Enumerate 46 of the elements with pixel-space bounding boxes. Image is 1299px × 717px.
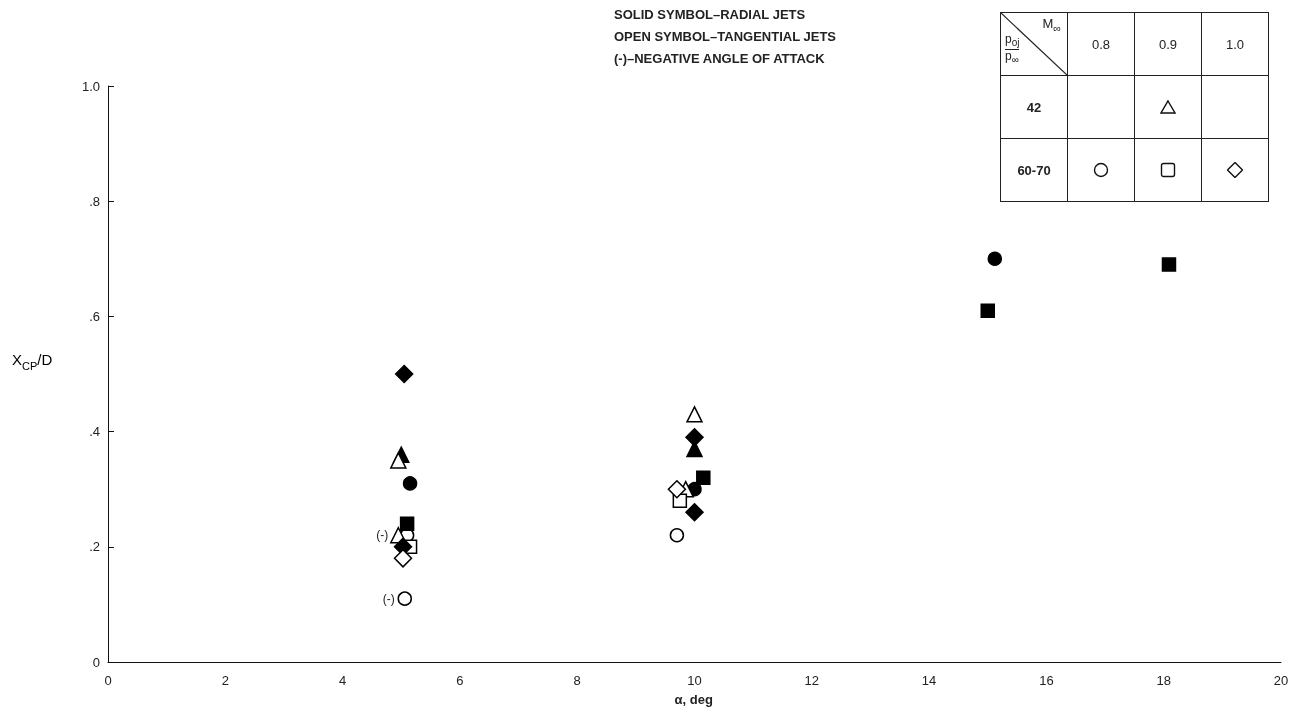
- point: [1161, 257, 1177, 272]
- point: [393, 549, 413, 568]
- y-tick-label: .6: [89, 308, 100, 324]
- point: [685, 502, 704, 522]
- x-tick-label: 20: [1273, 673, 1289, 688]
- point: [399, 516, 415, 532]
- x-tick-label: 18: [1156, 673, 1171, 688]
- x-tick-label: 4: [338, 673, 347, 688]
- text: 1.0: [1201, 12, 1269, 76]
- point: [980, 303, 995, 318]
- annotation: 42: [1000, 75, 1068, 139]
- x-tick-label: 16: [1039, 673, 1054, 688]
- point: [402, 476, 418, 491]
- point: [390, 452, 407, 469]
- x-tick-label: 2: [221, 673, 229, 688]
- x-axis-title: α, deg: [674, 692, 713, 707]
- point: [667, 479, 687, 499]
- point: [397, 591, 413, 606]
- x-tick-label: 12: [804, 673, 820, 688]
- y-tick-label: 1.0: [81, 78, 100, 94]
- point: [686, 406, 703, 423]
- x-tick-label: 14: [921, 673, 937, 688]
- point: [669, 528, 685, 543]
- x-tick-label: 10: [687, 673, 702, 688]
- y-tick-label: 0: [92, 654, 100, 670]
- point: [696, 470, 711, 485]
- text: p$_{∞}$: [1005, 49, 1020, 67]
- annotation: (-): [382, 591, 395, 606]
- text: (-)–NEGATIVE ANGLE OF ATTACK: [614, 51, 826, 66]
- x-tick-label: 8: [573, 673, 581, 688]
- text: M$_{∞}$: [1042, 16, 1061, 34]
- x-tick-label: 6: [456, 673, 464, 688]
- y-tick-label: .8: [89, 193, 100, 209]
- y-tick-label: .2: [89, 539, 100, 555]
- point: [987, 251, 1003, 267]
- text: 0.8: [1067, 12, 1135, 76]
- y-tick-label: .4: [89, 424, 100, 440]
- text: SOLID SYMBOL–RADIAL JETS: [614, 7, 806, 22]
- text: p$_{oj}$: [1005, 32, 1020, 51]
- annotation: 60-70: [1000, 138, 1068, 202]
- x-tick-label: 0: [104, 673, 112, 688]
- point: [394, 364, 414, 384]
- annotation: (-): [376, 528, 389, 543]
- text: OPEN SYMBOL–TANGENTIAL JETS: [614, 29, 837, 44]
- text: 0.9: [1134, 12, 1202, 76]
- point: [685, 428, 704, 447]
